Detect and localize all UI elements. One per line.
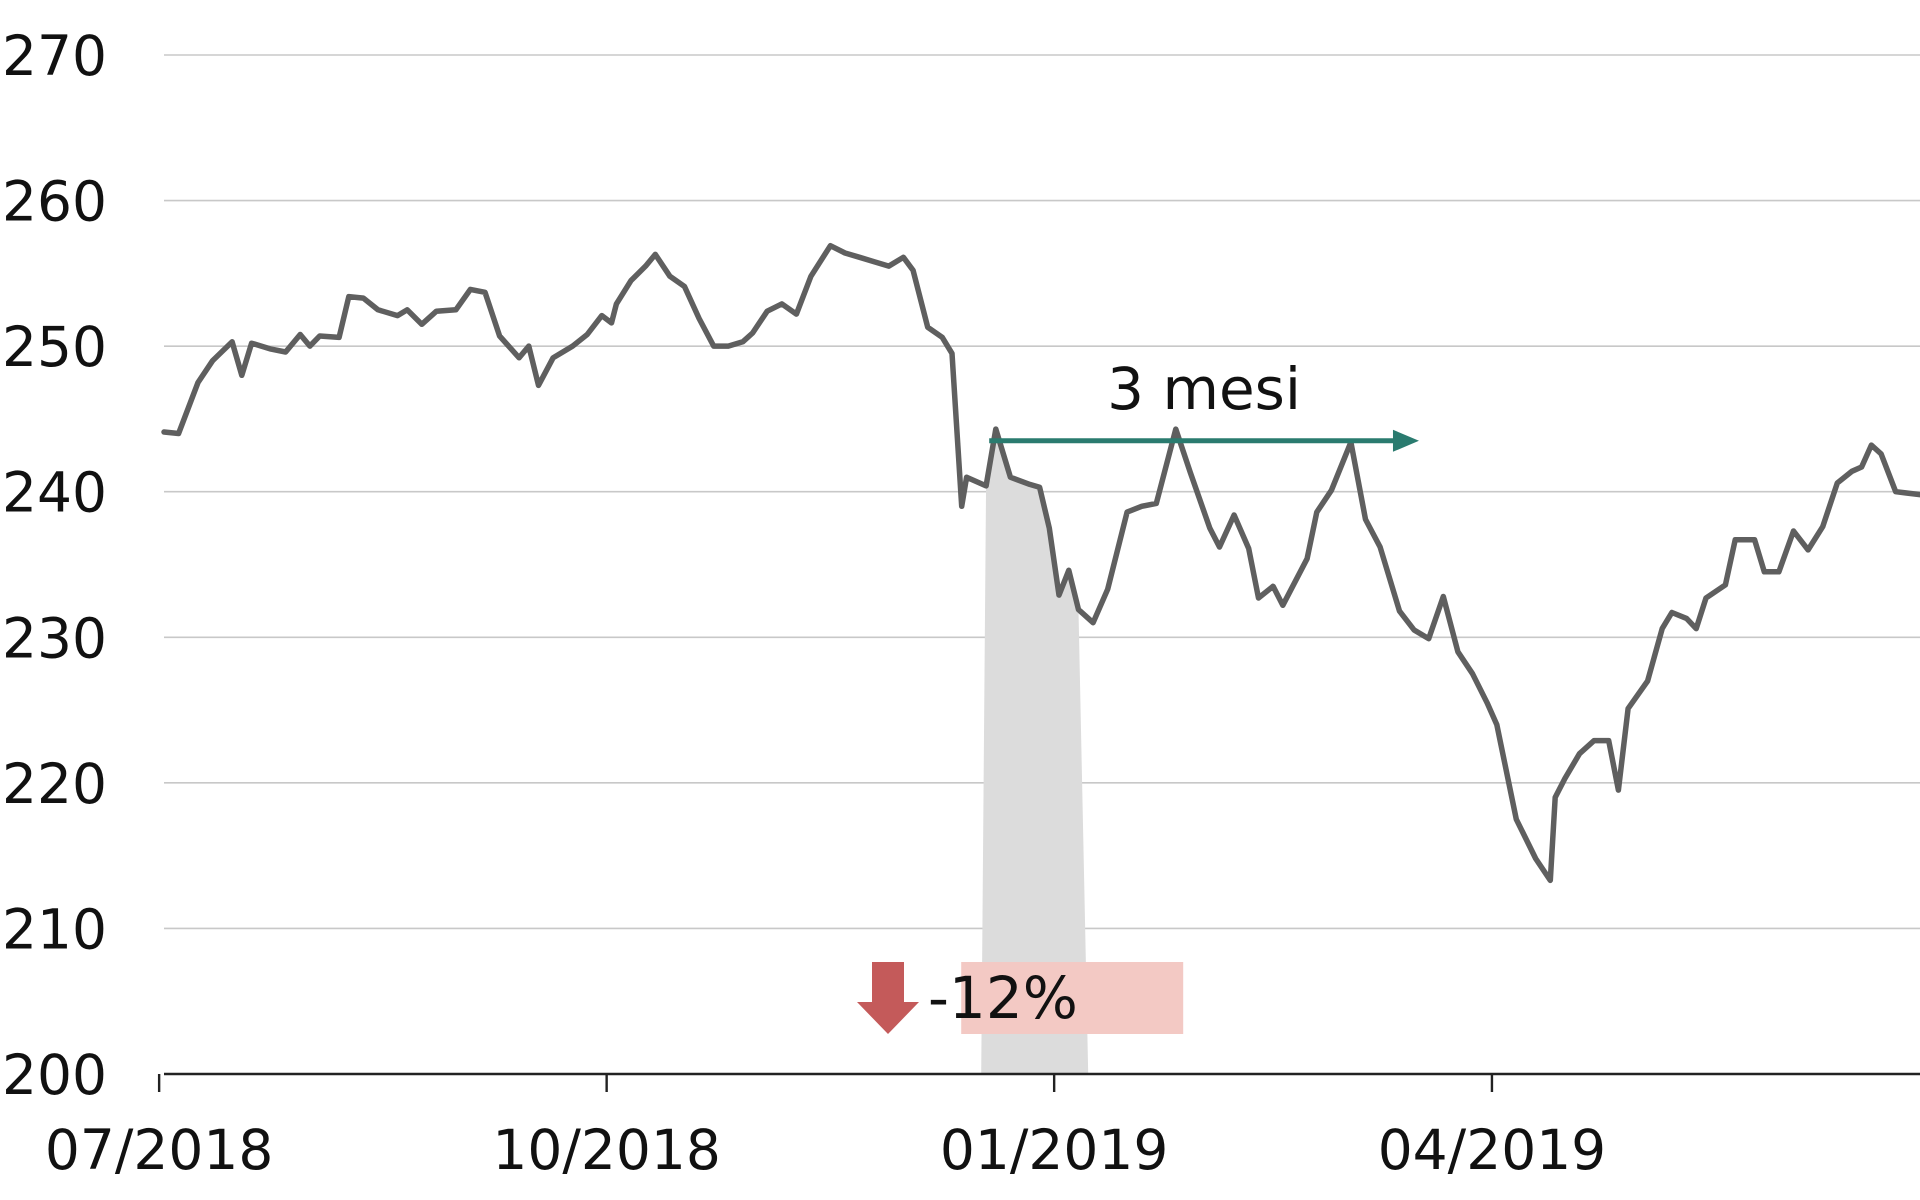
x-axis: 07/2018 10/2018 01/2019 04/2019 (45, 1072, 1920, 1182)
drawdown-label-box (961, 962, 1184, 1034)
y-tick-label-200: 200 (2, 1043, 107, 1107)
x-tick-label-07/2018: 07/2018 (45, 1118, 274, 1182)
y-tick-label-260: 260 (2, 170, 107, 234)
y-tick-label-210: 210 (2, 897, 107, 961)
down-arrow-icon (857, 962, 919, 1034)
y-axis-ticks: 200 210 220 230 240 250 260 270 (2, 24, 107, 1107)
y-tick-label-230: 230 (2, 606, 107, 670)
drawdown-label: -12% (928, 964, 1078, 1032)
x-tick-label-04/2019: 04/2019 (1378, 1118, 1607, 1182)
annotations: 3 mesi -12% (857, 355, 1419, 1034)
y-tick-label-250: 250 (2, 315, 107, 379)
recovery-label: 3 mesi (1107, 355, 1301, 423)
y-tick-label-220: 220 (2, 752, 107, 816)
y-tick-label-270: 270 (2, 24, 107, 88)
x-tick-label-10/2018: 10/2018 (492, 1118, 721, 1182)
recovery-arrow-head (1392, 429, 1419, 452)
x-tick-label-01/2019: 01/2019 (940, 1118, 1169, 1182)
series-lines (161, 242, 1920, 884)
y-tick-label-240: 240 (2, 461, 107, 525)
series-line-0 (161, 242, 1920, 884)
